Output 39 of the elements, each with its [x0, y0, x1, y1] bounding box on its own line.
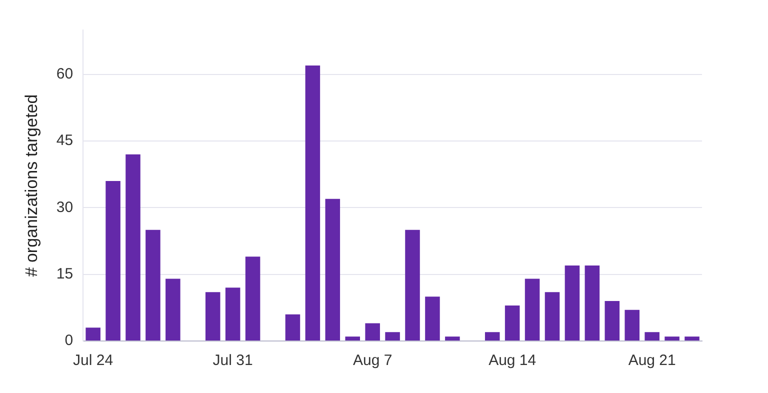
- y-tick-label: 60: [56, 66, 74, 83]
- bar: [405, 230, 420, 340]
- bar: [544, 292, 560, 340]
- x-tick-label: Aug 14: [488, 352, 536, 370]
- bar: [365, 323, 380, 340]
- x-tick-label: Jul 24: [73, 352, 114, 370]
- bar: [106, 181, 120, 340]
- bar: [146, 230, 160, 340]
- bar: [225, 288, 240, 340]
- bar: [484, 332, 500, 340]
- bar: [664, 336, 680, 340]
- bar: [624, 310, 640, 340]
- y-tick-label: 45: [56, 132, 74, 150]
- bar: [445, 336, 460, 340]
- bar: [385, 332, 400, 340]
- bar: [205, 292, 220, 340]
- bar: [325, 198, 340, 340]
- x-tick-label: Aug 7: [352, 352, 392, 370]
- bar: [604, 301, 620, 340]
- bar: [584, 265, 600, 340]
- x-tick-label: Aug 21: [628, 352, 676, 370]
- bar: [425, 296, 440, 340]
- y-tick-label: 30: [56, 198, 74, 216]
- bar: [345, 336, 360, 340]
- bar: [305, 66, 320, 340]
- bar: [86, 328, 100, 340]
- x-tick-label: Jul 31: [212, 352, 253, 370]
- y-tick-label: 0: [64, 332, 74, 350]
- bar: [245, 256, 260, 340]
- bar: [504, 305, 520, 340]
- bar: [564, 265, 580, 340]
- bar: [126, 154, 140, 340]
- y-tick-label: 15: [56, 266, 74, 282]
- bar: [684, 336, 700, 340]
- bar: [524, 278, 540, 340]
- y-axis-title: # organizations targeted: [22, 94, 41, 277]
- bar: [285, 314, 300, 340]
- bar: [644, 332, 660, 340]
- bar: [166, 278, 180, 340]
